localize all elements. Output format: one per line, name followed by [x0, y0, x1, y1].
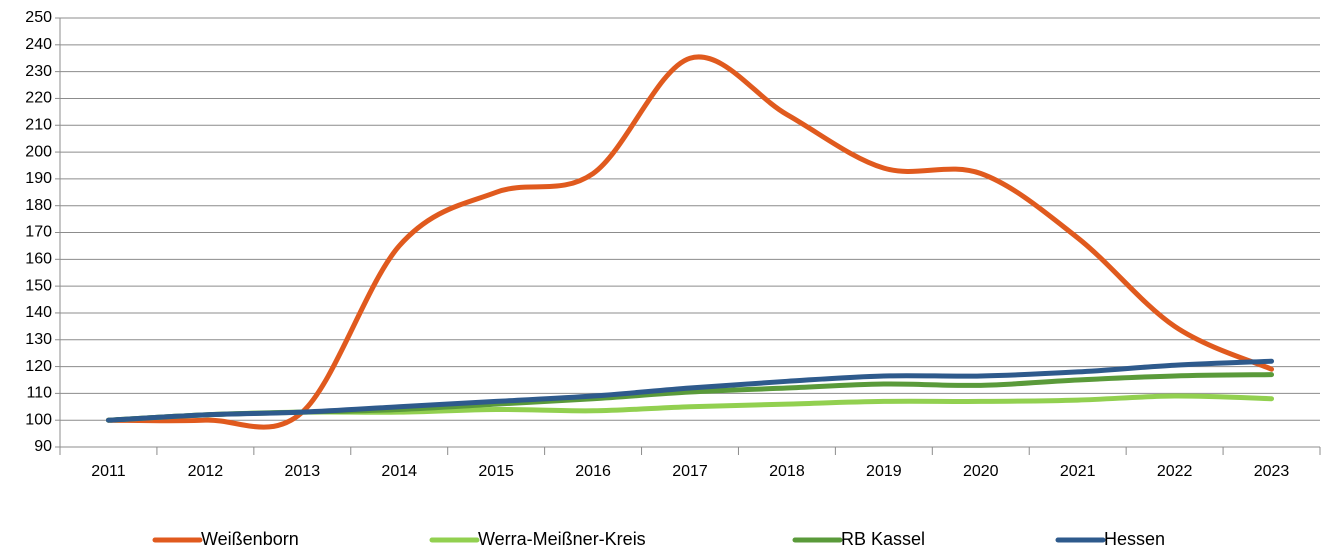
x-tick-label: 2020	[963, 463, 999, 480]
y-tick-label: 200	[25, 143, 52, 160]
y-tick-label: 130	[25, 331, 52, 348]
y-tick-label: 250	[25, 9, 52, 26]
legend-label: Hessen	[1104, 529, 1165, 549]
y-tick-label: 170	[25, 224, 52, 241]
y-tick-label: 160	[25, 251, 52, 268]
x-tick-label: 2017	[672, 463, 708, 480]
x-tick-label: 2022	[1157, 463, 1193, 480]
y-tick-label: 220	[25, 90, 52, 107]
x-tick-label: 2018	[769, 463, 805, 480]
x-tick-label: 2011	[91, 463, 126, 480]
x-tick-label: 2015	[478, 463, 514, 480]
legend-label: Weißenborn	[201, 529, 299, 549]
y-tick-label: 110	[26, 385, 52, 402]
legend-label: Werra-Meißner-Kreis	[478, 529, 646, 549]
x-tick-label: 2019	[866, 463, 902, 480]
y-tick-label: 90	[34, 438, 52, 455]
x-tick-label: 2021	[1060, 463, 1096, 480]
x-tick-label: 2012	[188, 463, 224, 480]
y-tick-label: 190	[25, 170, 52, 187]
line	[105, 358, 1275, 423]
y-tick-label: 180	[25, 197, 52, 214]
x-tick-label: 2016	[575, 463, 611, 480]
line	[105, 393, 1275, 423]
line	[105, 54, 1275, 430]
legend-label: RB Kassel	[841, 529, 925, 549]
y-tick-label: 230	[25, 63, 52, 80]
y-tick-label: 210	[25, 116, 52, 133]
x-tick-label: 2023	[1254, 463, 1290, 480]
y-tick-label: 150	[25, 277, 52, 294]
x-tick-label: 2013	[285, 463, 321, 480]
y-tick-label: 140	[25, 304, 52, 321]
y-tick-label: 120	[25, 358, 52, 375]
x-tick-label: 2014	[381, 463, 417, 480]
y-tick-label: 100	[25, 411, 52, 428]
y-tick-label: 240	[25, 36, 52, 53]
